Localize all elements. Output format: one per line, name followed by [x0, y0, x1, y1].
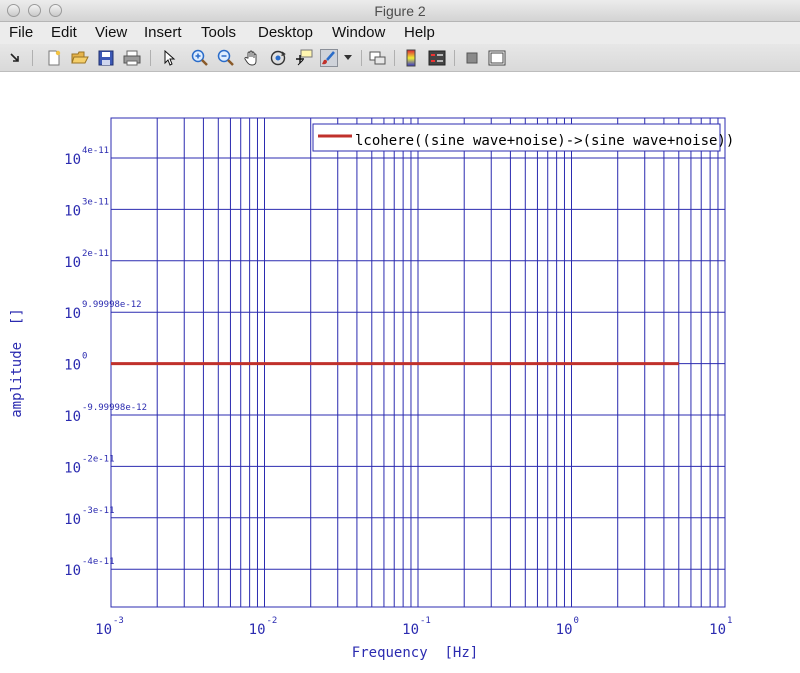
menubar: File Edit View Insert Tools Desktop Wind… [0, 22, 800, 44]
y-tick-base: 10 [64, 358, 81, 374]
zoom-out-icon[interactable] [217, 49, 235, 67]
open-icon[interactable] [71, 49, 89, 67]
x-tick-label: 100 [556, 616, 579, 638]
y-tick-label: 10-4e-11 [64, 557, 114, 579]
legend-entry-label: lcohere((sine wave+noise)->(sine wave+no… [355, 133, 734, 149]
menu-insert[interactable]: Insert [144, 24, 182, 41]
new-figure-icon[interactable] [45, 49, 63, 67]
figure-toolbar [0, 44, 800, 72]
x-tick-label: 10-3 [95, 616, 124, 638]
link-plot-icon[interactable] [369, 49, 387, 67]
y-tick-label: 10-3e-11 [64, 506, 114, 528]
y-tick-base: 10 [64, 409, 81, 425]
y-tick-exponent: 4e-11 [82, 146, 109, 156]
zoom-in-icon[interactable] [191, 49, 209, 67]
x-tick-base: 10 [709, 622, 726, 638]
menu-view[interactable]: View [95, 24, 128, 41]
y-tick-label: 109.99998e-12 [64, 300, 141, 322]
menu-window[interactable]: Window [332, 24, 386, 41]
x-tick-exponent: -1 [420, 616, 431, 626]
x-tick-base: 10 [556, 622, 573, 638]
window-title: Figure 2 [374, 3, 426, 19]
y-tick-base: 10 [64, 460, 81, 476]
show-plot-tools-icon[interactable] [488, 49, 506, 67]
x-tick-label: 10-2 [249, 616, 278, 638]
y-tick-base: 10 [64, 306, 81, 322]
y-tick-base: 10 [64, 563, 81, 579]
menu-edit[interactable]: Edit [51, 24, 77, 41]
dock-arrow-icon[interactable] [6, 49, 24, 67]
y-tick-exponent: -4e-11 [82, 557, 115, 567]
x-tick-base: 10 [402, 622, 419, 638]
menu-file[interactable]: File [9, 24, 34, 41]
y-tick-exponent: -9.99998e-12 [82, 403, 147, 413]
legend-icon[interactable] [428, 49, 446, 67]
y-tick-base: 10 [64, 255, 81, 271]
menu-desktop[interactable]: Desktop [258, 24, 314, 41]
colorbar-icon[interactable] [402, 49, 420, 67]
close-window-button[interactable] [7, 4, 20, 17]
x-tick-label: 101 [709, 616, 732, 638]
y-tick-label: 100 [64, 352, 87, 374]
rotate-3d-icon[interactable] [269, 49, 287, 67]
y-axis-label: amplitude [] [9, 308, 25, 418]
hide-plot-tools-icon[interactable] [463, 49, 481, 67]
x-tick-base: 10 [249, 622, 266, 638]
y-tick-exponent: -2e-11 [82, 454, 115, 464]
y-tick-base: 10 [64, 152, 81, 168]
y-tick-base: 10 [64, 203, 81, 219]
save-icon[interactable] [97, 49, 115, 67]
x-tick-exponent: -3 [113, 616, 124, 626]
menu-help[interactable]: Help [404, 24, 435, 41]
y-tick-exponent: 0 [82, 352, 87, 362]
legend[interactable]: lcohere((sine wave+noise)->(sine wave+no… [312, 123, 734, 152]
brush-menu-icon[interactable] [343, 49, 353, 67]
x-tick-exponent: -2 [267, 616, 278, 626]
x-tick-base: 10 [95, 622, 112, 638]
x-axis-label: Frequency [Hz] [352, 645, 478, 661]
y-tick-label: 10-9.99998e-12 [64, 403, 147, 425]
x-tick-label: 10-1 [402, 616, 431, 638]
menu-tools[interactable]: Tools [201, 24, 237, 41]
y-tick-exponent: 3e-11 [82, 197, 109, 207]
print-icon[interactable] [123, 49, 141, 67]
y-tick-exponent: 9.99998e-12 [82, 300, 142, 310]
y-tick-exponent: -3e-11 [82, 506, 115, 516]
zoom-window-button[interactable] [49, 4, 62, 17]
window-titlebar: Figure 2 [0, 0, 800, 22]
y-tick-exponent: 2e-11 [82, 249, 109, 259]
brush-icon[interactable] [320, 49, 338, 67]
x-tick-exponent: 0 [574, 616, 579, 626]
y-tick-base: 10 [64, 512, 81, 528]
x-tick-exponent: 1 [727, 616, 732, 626]
pointer-icon[interactable] [160, 49, 178, 67]
minimize-window-button[interactable] [28, 4, 41, 17]
pan-hand-icon[interactable] [243, 49, 261, 67]
y-tick-label: 10-2e-11 [64, 454, 114, 476]
legend-box [312, 123, 721, 152]
data-cursor-icon[interactable] [295, 49, 313, 67]
